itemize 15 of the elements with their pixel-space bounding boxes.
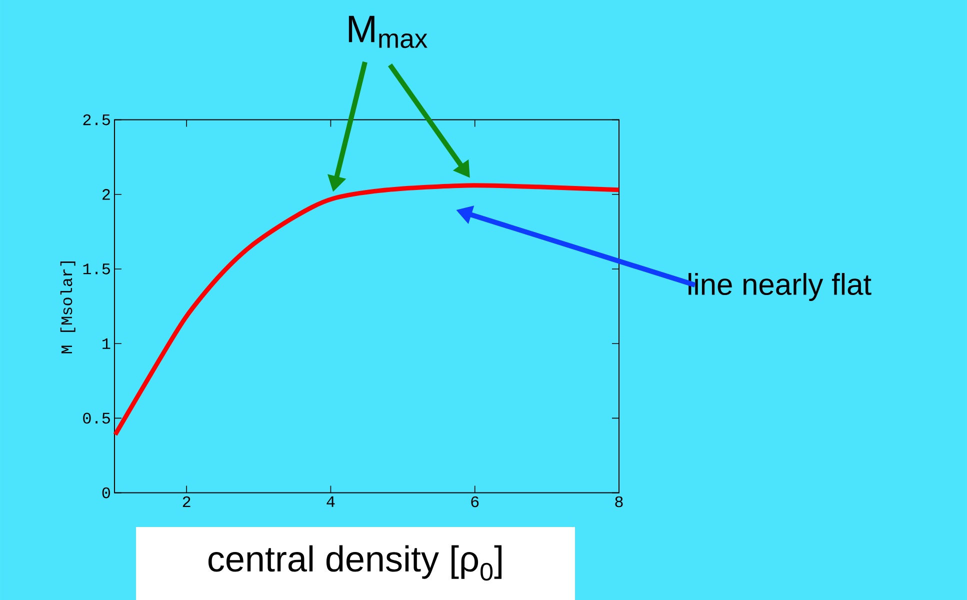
y-tick-label: 1.5: [83, 264, 110, 274]
y-tick-label: 2: [102, 189, 110, 200]
x-tick-label: 6: [471, 496, 479, 508]
y-tick-label: 2.5: [83, 114, 110, 126]
y-tick-label: 1: [102, 338, 110, 349]
y-tick-label: 0.5: [83, 412, 110, 424]
text: line nearly flat: [688, 273, 872, 301]
y-tick-label: 0: [102, 487, 110, 498]
x-tick-label: 8: [615, 496, 623, 508]
y-axis-title: M [Msolar]: [60, 262, 76, 354]
text: M$_{max}$: [348, 16, 428, 48]
x-tick-label: 4: [326, 496, 335, 507]
x-axis-title: central density [ρ$_{0}$]: [208, 545, 502, 581]
line-series: [112, 183, 622, 437]
x-tick-label: 2: [182, 496, 190, 508]
